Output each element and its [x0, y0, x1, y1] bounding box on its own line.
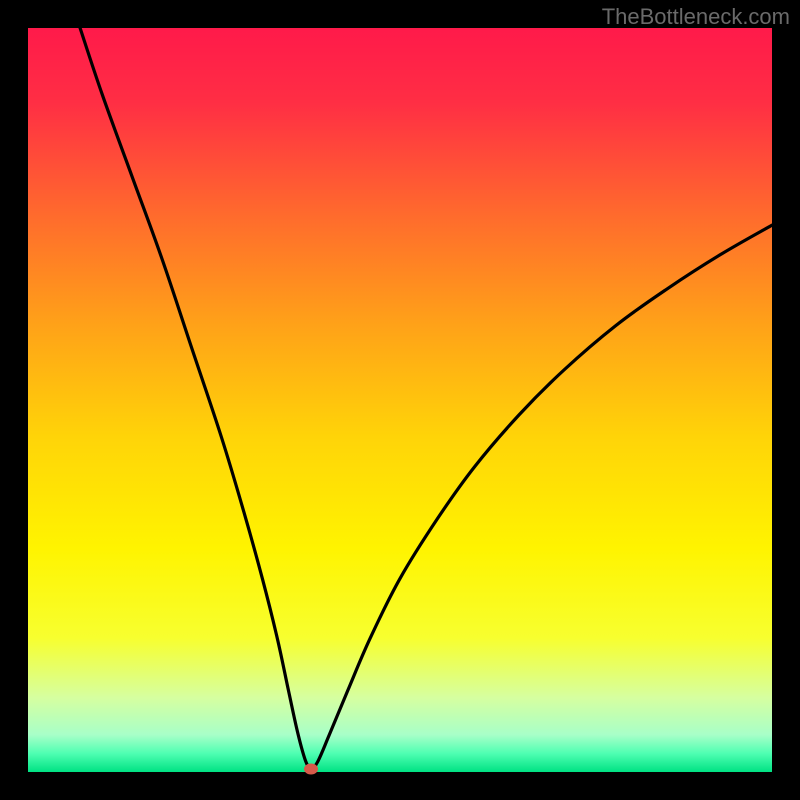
chart-container: TheBottleneck.com [0, 0, 800, 800]
curve-path [80, 28, 772, 772]
plot-area [28, 28, 772, 772]
bottleneck-curve [28, 28, 772, 772]
watermark-text: TheBottleneck.com [602, 4, 790, 30]
optimum-marker [304, 764, 318, 775]
